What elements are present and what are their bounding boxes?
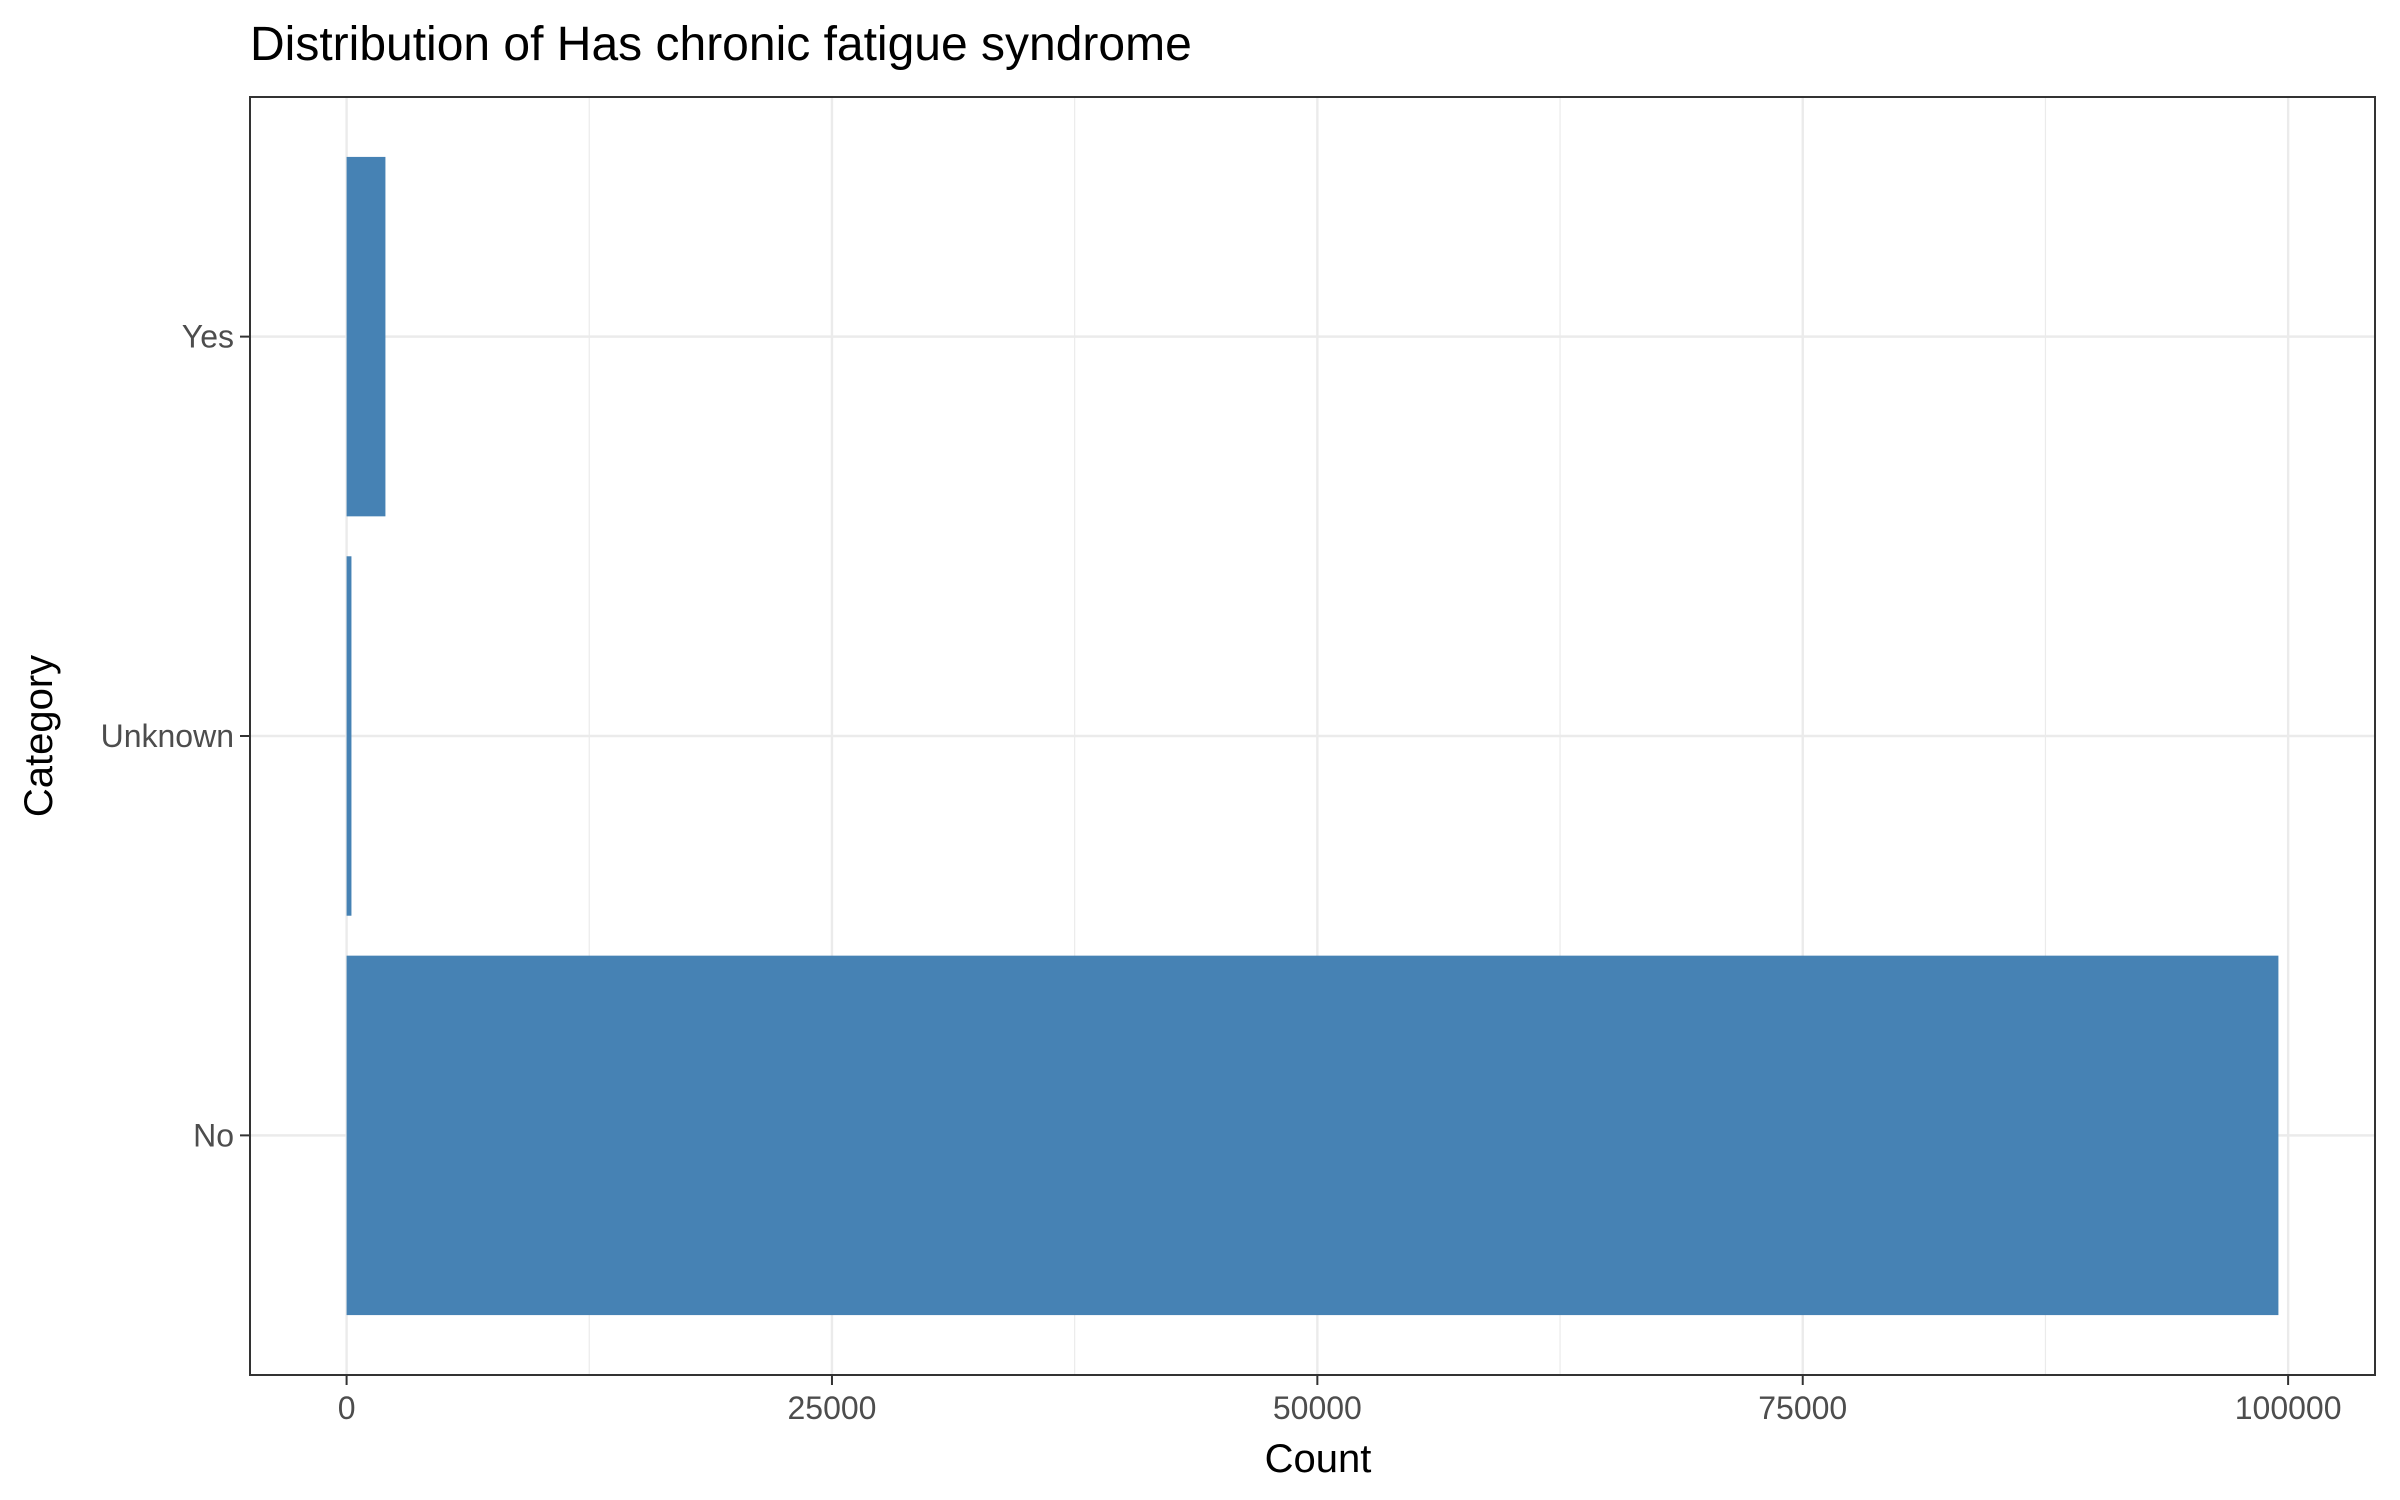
bar-yes — [346, 156, 386, 517]
y-tick-label: Unknown — [101, 718, 234, 754]
bars — [346, 156, 2279, 1316]
y-tick-label: No — [193, 1117, 234, 1153]
x-tick-label: 100000 — [2235, 1390, 2342, 1426]
bar-unknown — [346, 556, 352, 916]
x-tick-label: 0 — [338, 1390, 356, 1426]
bar-no — [346, 955, 2279, 1316]
chart-title: Distribution of Has chronic fatigue synd… — [250, 18, 1192, 71]
y-axis-title: Category — [17, 655, 61, 817]
x-tick-label: 50000 — [1273, 1390, 1362, 1426]
y-axis: No Unknown Yes — [101, 319, 250, 1153]
x-axis-title: Count — [1265, 1437, 1372, 1481]
x-axis: 0 25000 50000 75000 100000 — [338, 1375, 2342, 1426]
y-tick-label: Yes — [182, 319, 234, 355]
x-tick-label: 75000 — [1758, 1390, 1847, 1426]
x-tick-label: 25000 — [787, 1390, 876, 1426]
